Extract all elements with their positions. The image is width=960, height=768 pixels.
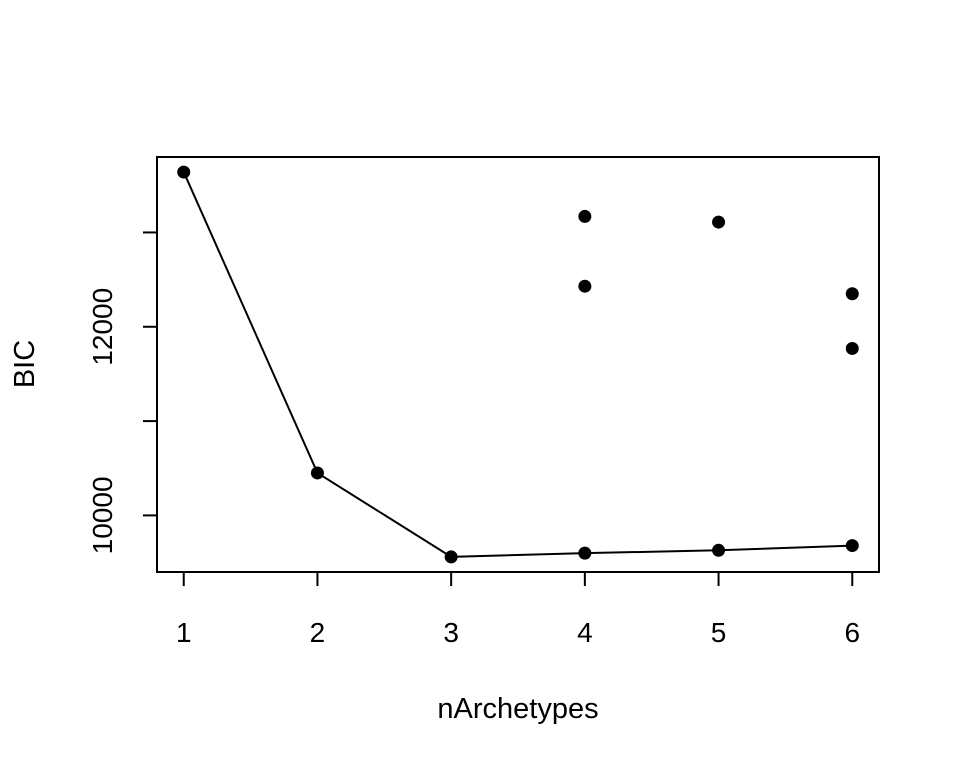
- data-point: [310, 466, 324, 480]
- x-tick-label: 6: [844, 617, 860, 648]
- data-point: [578, 546, 592, 560]
- data-point: [845, 539, 859, 553]
- x-tick-label: 3: [443, 617, 459, 648]
- plot-box: [156, 156, 880, 573]
- y-tick-label: 12000: [87, 288, 118, 366]
- y-tick-label: 10000: [87, 476, 118, 554]
- y-axis: 10000 12000: [87, 231, 158, 554]
- x-tick-label: 4: [577, 617, 593, 648]
- y-axis-title: BIC: [9, 340, 41, 388]
- series-points: [177, 165, 859, 564]
- x-tick-label: 5: [711, 617, 727, 648]
- data-point: [712, 215, 726, 229]
- x-axis-title: nArchetypes: [437, 693, 598, 725]
- min-bic-line: [182, 171, 853, 558]
- x-tick-label: 1: [176, 617, 192, 648]
- data-point: [845, 341, 859, 355]
- x-tick-label: 2: [310, 617, 326, 648]
- data-point: [444, 550, 458, 564]
- data-point: [578, 209, 592, 223]
- data-point: [578, 279, 592, 293]
- series-line: [182, 171, 853, 558]
- data-point: [712, 543, 726, 557]
- data-point: [845, 287, 859, 301]
- x-axis: 1 2 3 4 5 6: [176, 571, 860, 648]
- data-point: [177, 165, 191, 179]
